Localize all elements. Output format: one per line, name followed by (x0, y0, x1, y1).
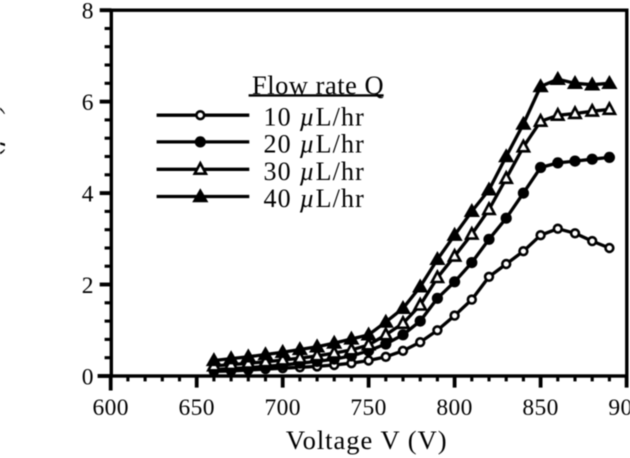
svg-text:(µA): (µA) (0, 103, 6, 156)
svg-text:750: 750 (350, 395, 386, 421)
svg-text:2: 2 (82, 273, 94, 299)
svg-text:650: 650 (178, 395, 214, 421)
svg-text:600: 600 (92, 395, 128, 421)
svg-text:0: 0 (82, 365, 94, 391)
svg-text:850: 850 (522, 395, 558, 421)
svg-text:900: 900 (608, 395, 630, 421)
svg-text:700: 700 (264, 395, 300, 421)
svg-text:30 µL/hr: 30 µL/hr (264, 157, 365, 186)
svg-text:10 µL/hr: 10 µL/hr (264, 103, 365, 132)
svg-text:20 µL/hr: 20 µL/hr (264, 129, 365, 158)
svg-text:6: 6 (82, 90, 94, 116)
svg-text:4: 4 (82, 182, 94, 208)
svg-text:Voltage V (V): Voltage V (V) (286, 425, 448, 455)
svg-text:8: 8 (82, 0, 94, 25)
svg-text:40 µL/hr: 40 µL/hr (264, 184, 365, 213)
svg-text:800: 800 (436, 395, 472, 421)
